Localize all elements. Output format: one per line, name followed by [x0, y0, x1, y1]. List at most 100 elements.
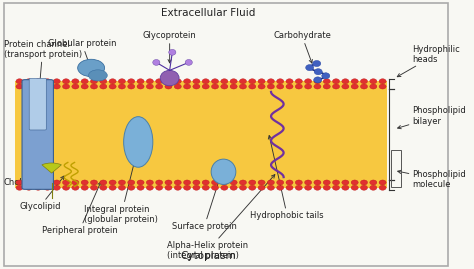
- Ellipse shape: [100, 185, 107, 190]
- Ellipse shape: [306, 65, 314, 71]
- Ellipse shape: [286, 185, 293, 190]
- Ellipse shape: [128, 84, 135, 89]
- Ellipse shape: [146, 79, 154, 84]
- Text: Glycoprotein: Glycoprotein: [143, 31, 197, 63]
- Ellipse shape: [351, 180, 358, 185]
- Ellipse shape: [379, 79, 386, 84]
- Ellipse shape: [165, 84, 172, 89]
- Ellipse shape: [323, 84, 330, 89]
- Ellipse shape: [16, 79, 23, 84]
- Ellipse shape: [91, 79, 98, 84]
- Ellipse shape: [72, 180, 79, 185]
- Ellipse shape: [25, 84, 32, 89]
- Ellipse shape: [53, 185, 60, 190]
- Ellipse shape: [44, 79, 51, 84]
- Ellipse shape: [183, 84, 191, 89]
- Ellipse shape: [89, 70, 107, 81]
- Ellipse shape: [258, 84, 265, 89]
- Ellipse shape: [239, 84, 246, 89]
- Ellipse shape: [155, 180, 163, 185]
- Ellipse shape: [267, 185, 274, 190]
- Text: Protein channel
(transport protein): Protein channel (transport protein): [4, 40, 82, 93]
- Text: Cytoplasm: Cytoplasm: [180, 251, 236, 261]
- Ellipse shape: [128, 180, 135, 185]
- Text: Hydrophilic
heads: Hydrophilic heads: [397, 45, 460, 77]
- Ellipse shape: [35, 185, 42, 190]
- Text: Globular protein: Globular protein: [48, 40, 117, 66]
- Ellipse shape: [100, 180, 107, 185]
- Ellipse shape: [314, 79, 321, 84]
- Bar: [15, 81, 387, 188]
- Ellipse shape: [153, 59, 160, 65]
- Ellipse shape: [202, 180, 209, 185]
- Ellipse shape: [323, 79, 330, 84]
- Ellipse shape: [44, 180, 51, 185]
- Text: Phospholipid
bilayer: Phospholipid bilayer: [398, 106, 465, 129]
- Ellipse shape: [174, 180, 182, 185]
- Ellipse shape: [160, 70, 179, 86]
- Ellipse shape: [165, 185, 172, 190]
- Ellipse shape: [72, 84, 79, 89]
- Ellipse shape: [81, 185, 88, 190]
- Ellipse shape: [267, 79, 274, 84]
- Ellipse shape: [211, 180, 219, 185]
- Ellipse shape: [118, 180, 126, 185]
- Ellipse shape: [342, 180, 349, 185]
- Ellipse shape: [351, 185, 358, 190]
- Ellipse shape: [183, 185, 191, 190]
- Text: Peripheral protein: Peripheral protein: [42, 182, 118, 235]
- Ellipse shape: [360, 84, 367, 89]
- Ellipse shape: [63, 180, 70, 185]
- Ellipse shape: [295, 84, 302, 89]
- Ellipse shape: [35, 79, 42, 84]
- Text: Carbohydrate: Carbohydrate: [273, 31, 331, 63]
- Ellipse shape: [72, 79, 79, 84]
- Ellipse shape: [277, 84, 284, 89]
- Ellipse shape: [379, 180, 386, 185]
- Wedge shape: [42, 163, 62, 173]
- Ellipse shape: [360, 180, 367, 185]
- Ellipse shape: [35, 84, 42, 89]
- Ellipse shape: [277, 180, 284, 185]
- Ellipse shape: [81, 180, 88, 185]
- Ellipse shape: [305, 79, 312, 84]
- Ellipse shape: [277, 79, 284, 84]
- Ellipse shape: [258, 79, 265, 84]
- Ellipse shape: [44, 185, 51, 190]
- Ellipse shape: [305, 180, 312, 185]
- Ellipse shape: [230, 84, 237, 89]
- Ellipse shape: [63, 84, 70, 89]
- Ellipse shape: [185, 59, 192, 65]
- Ellipse shape: [239, 79, 246, 84]
- Ellipse shape: [267, 180, 274, 185]
- Ellipse shape: [370, 180, 377, 185]
- Ellipse shape: [286, 84, 293, 89]
- Ellipse shape: [100, 79, 107, 84]
- Ellipse shape: [100, 84, 107, 89]
- Ellipse shape: [379, 185, 386, 190]
- Ellipse shape: [137, 84, 144, 89]
- Ellipse shape: [16, 84, 23, 89]
- Ellipse shape: [305, 185, 312, 190]
- FancyBboxPatch shape: [22, 80, 54, 189]
- Ellipse shape: [221, 185, 228, 190]
- Text: Extracellular Fluid: Extracellular Fluid: [161, 8, 255, 18]
- Ellipse shape: [35, 180, 42, 185]
- Ellipse shape: [277, 185, 284, 190]
- Ellipse shape: [16, 180, 23, 185]
- Ellipse shape: [322, 73, 330, 79]
- Ellipse shape: [128, 185, 135, 190]
- Ellipse shape: [202, 84, 209, 89]
- Ellipse shape: [249, 84, 256, 89]
- Ellipse shape: [63, 79, 70, 84]
- Ellipse shape: [137, 180, 144, 185]
- Ellipse shape: [230, 79, 237, 84]
- Ellipse shape: [137, 79, 144, 84]
- Ellipse shape: [295, 79, 302, 84]
- Text: Cholesterol: Cholesterol: [4, 166, 51, 187]
- Ellipse shape: [193, 79, 200, 84]
- Ellipse shape: [91, 185, 98, 190]
- Ellipse shape: [193, 180, 200, 185]
- Ellipse shape: [249, 185, 256, 190]
- Ellipse shape: [193, 185, 200, 190]
